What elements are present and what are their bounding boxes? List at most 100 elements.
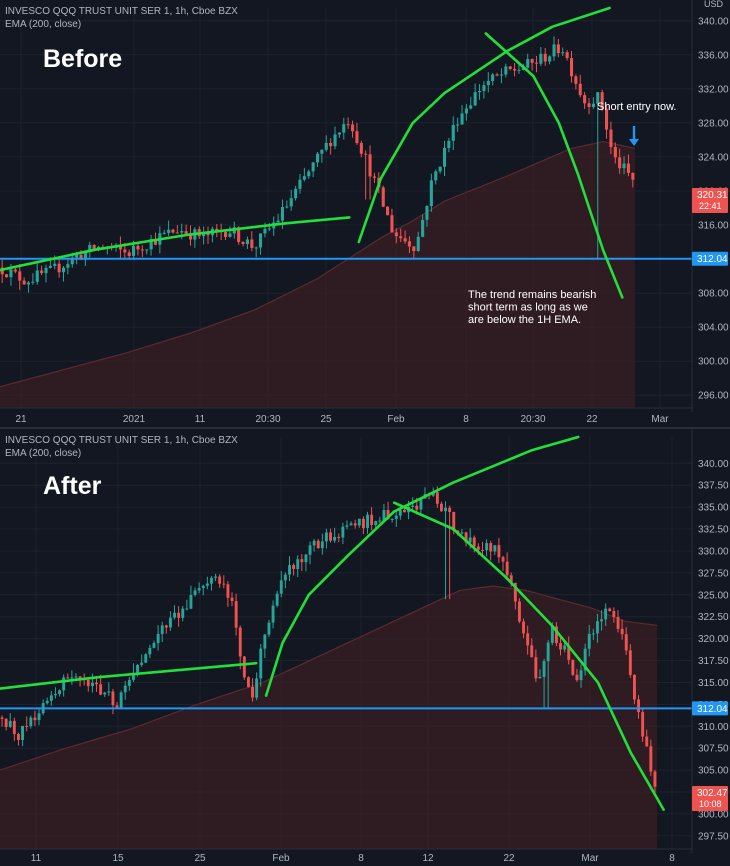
candle-body[interactable] [403,238,407,242]
candle-body[interactable] [226,584,230,598]
candle-body[interactable] [386,206,390,216]
candle-body[interactable] [543,53,547,62]
candle-body[interactable] [70,257,74,265]
candle-body[interactable] [230,597,234,601]
candle-body[interactable] [518,601,521,622]
candle-body[interactable] [534,62,538,64]
trendline-falling[interactable] [484,32,624,299]
candle-body[interactable] [184,231,188,234]
candle-body[interactable] [189,233,193,240]
candle-body[interactable] [4,718,8,727]
candle-body[interactable] [431,492,435,496]
candle-body[interactable] [175,232,179,234]
candle-body[interactable] [341,526,345,538]
candle-body[interactable] [382,510,386,521]
candle-body[interactable] [162,232,166,234]
candle-body[interactable] [333,134,337,147]
candle-body[interactable] [189,595,193,609]
candle-body[interactable] [526,59,530,68]
candle-body[interactable] [88,245,92,252]
candle-body[interactable] [86,680,90,687]
candle-body[interactable] [289,198,293,207]
candle-body[interactable] [366,514,369,528]
candle-body[interactable] [325,532,328,542]
candle-body[interactable] [250,239,254,249]
candle-body[interactable] [307,171,311,177]
candle-body[interactable] [499,74,503,76]
candle-body[interactable] [561,52,565,54]
candle-body[interactable] [222,583,226,585]
candle-body[interactable] [171,229,175,233]
candle-body[interactable] [552,44,556,57]
candle-body[interactable] [70,677,74,679]
candle-body[interactable] [637,699,640,713]
candle-body[interactable] [324,142,328,150]
candle-body[interactable] [9,269,13,278]
candle-body[interactable] [206,232,210,236]
candle-body[interactable] [57,263,61,273]
candle-body[interactable] [5,274,9,278]
candle-body[interactable] [587,634,591,649]
candle-body[interactable] [83,251,87,260]
candle-body[interactable] [53,263,57,266]
candle-body[interactable] [429,180,433,207]
candle-body[interactable] [448,507,452,512]
candle-body[interactable] [153,239,157,245]
candle-body[interactable] [33,717,37,721]
candle-body[interactable] [267,228,271,230]
candle-body[interactable] [478,91,482,93]
candle-body[interactable] [123,685,127,693]
candle-body[interactable] [22,280,26,285]
candle-body[interactable] [398,509,402,516]
candle-body[interactable] [292,565,296,569]
candle-body[interactable] [368,154,372,177]
candle-body[interactable] [612,611,616,617]
candle-body[interactable] [579,670,583,681]
candle-body[interactable] [605,108,609,130]
candle-body[interactable] [452,512,456,531]
trendline-arc[interactable] [264,435,580,697]
candle-body[interactable] [548,56,552,62]
candle-body[interactable] [74,676,78,678]
candle-body[interactable] [508,66,512,69]
candle-body[interactable] [136,245,140,250]
candle-body[interactable] [542,661,546,677]
candle-body[interactable] [628,650,632,675]
candle-body[interactable] [443,147,447,167]
candle-body[interactable] [370,514,374,525]
candle-body[interactable] [37,713,41,721]
candle-body[interactable] [308,545,312,555]
candle-body[interactable] [12,720,16,734]
candle-body[interactable] [251,686,254,698]
candle-body[interactable] [345,525,349,527]
candle-body[interactable] [482,85,486,91]
candle-body[interactable] [92,245,96,250]
candle-body[interactable] [546,642,550,662]
candle-body[interactable] [259,648,263,679]
candle-body[interactable] [218,576,222,584]
candle-body[interactable] [346,124,350,126]
candle-body[interactable] [13,269,17,272]
candle-body[interactable] [78,676,82,679]
candle-body[interactable] [127,679,131,686]
candle-body[interactable] [224,232,228,237]
candle-body[interactable] [530,59,534,63]
candle-body[interactable] [234,601,238,628]
candle-body[interactable] [215,228,219,231]
candle-body[interactable] [302,176,306,180]
candle-body[interactable] [421,219,425,237]
candle-body[interactable] [144,654,148,663]
candle-body[interactable] [355,131,359,143]
candle-body[interactable] [403,509,406,513]
candle-body[interactable] [555,626,558,644]
candle-body[interactable] [618,157,622,169]
candle-body[interactable] [31,281,35,283]
candle-body[interactable] [140,662,144,665]
candle-body[interactable] [181,608,185,618]
candle-body[interactable] [136,665,139,673]
candle-body[interactable] [359,143,363,154]
candle-body[interactable] [275,593,279,606]
candle-body[interactable] [26,282,30,285]
candle-body[interactable] [565,52,569,59]
candle-body[interactable] [534,657,538,679]
